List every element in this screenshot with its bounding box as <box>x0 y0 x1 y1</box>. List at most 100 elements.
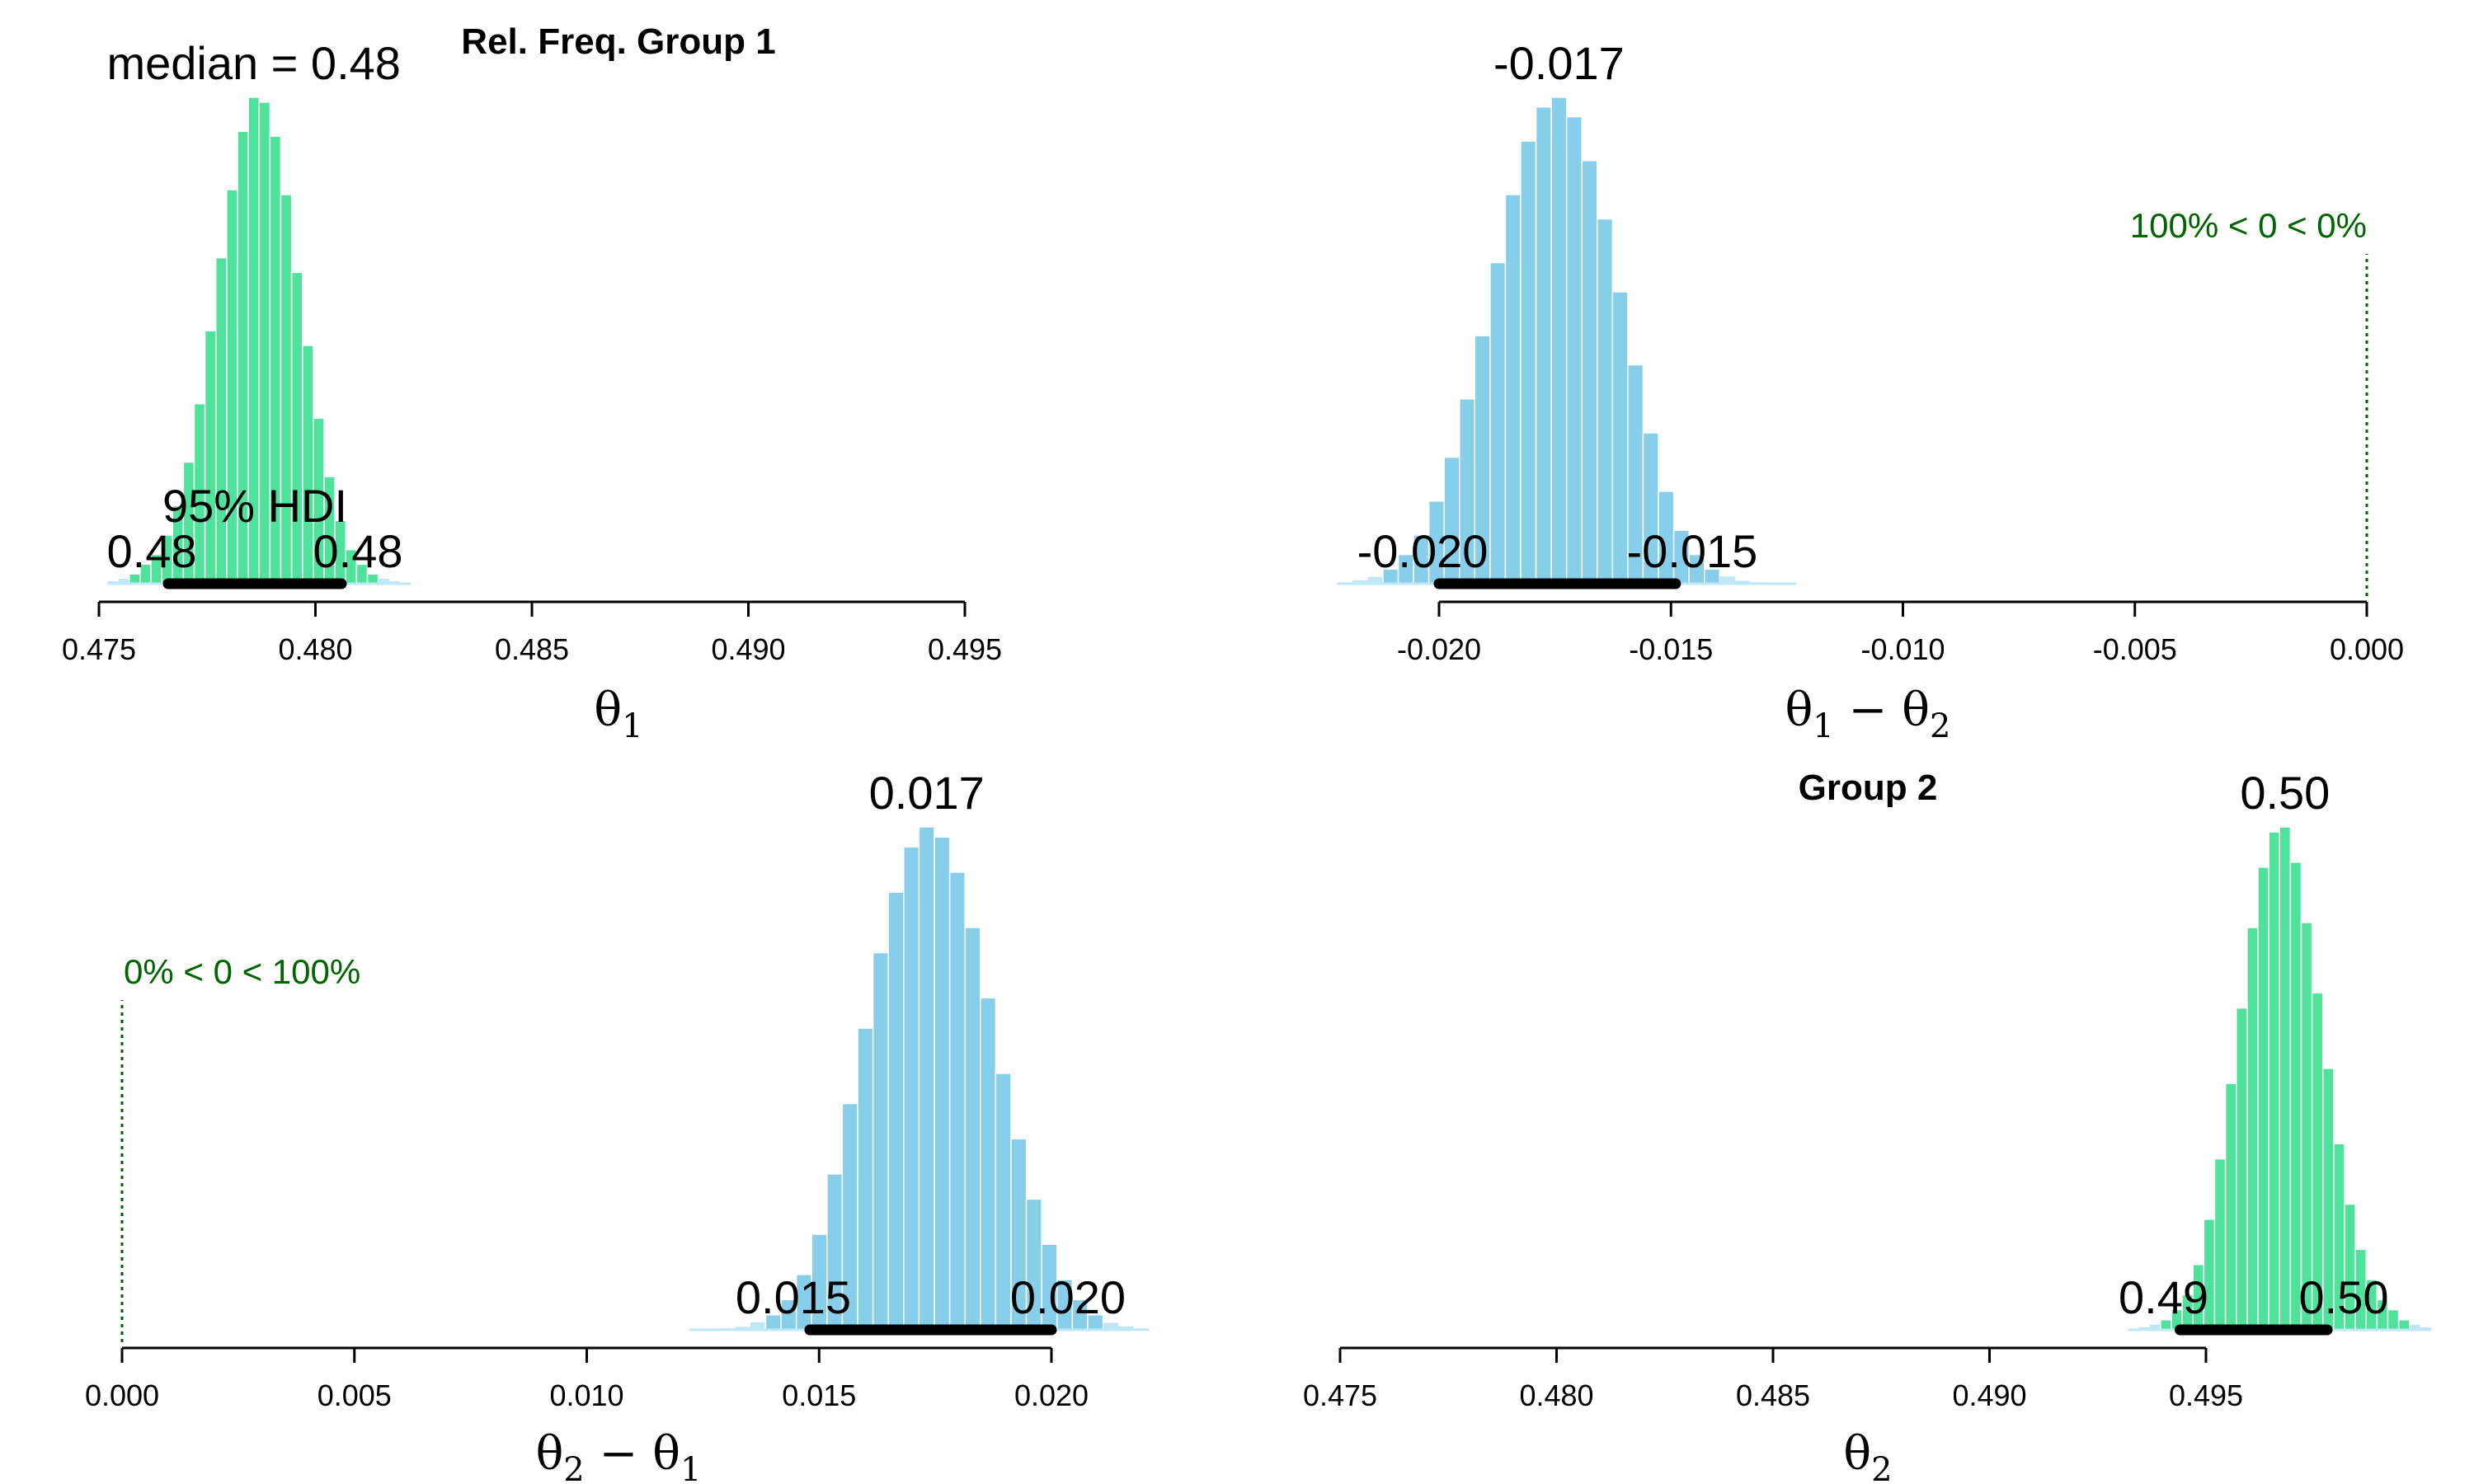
histogram-bar <box>1504 194 1522 585</box>
histogram-bar <box>1597 218 1614 585</box>
hdi-lower-label: 0.015 <box>736 1271 851 1323</box>
median-label: median = 0.48 <box>106 37 400 89</box>
hdi-lower-label: 0.49 <box>2119 1271 2208 1323</box>
histogram-bar <box>2213 1158 2227 1331</box>
panel-p1: Rel. Freq. Group 10.475 0.480 0.485 0.490 0.… <box>62 21 1002 745</box>
x-ticks: 0.000 0.005 0.010 0.015 0.020 <box>85 1348 1089 1412</box>
hdi-lower-label: -0.020 <box>1357 525 1489 577</box>
x-ticks: 0.475 0.480 0.485 0.490 0.495 <box>1303 1348 2243 1412</box>
x-tick-label: 0.485 <box>495 632 569 666</box>
histogram-bar <box>378 579 389 584</box>
hdi-upper-label: 0.48 <box>313 525 403 577</box>
histogram-bar <box>1719 576 1735 584</box>
x-tick-label: 0.015 <box>782 1378 856 1412</box>
histogram-bar <box>1611 291 1629 585</box>
histogram-bar <box>2387 1308 2400 1331</box>
histogram <box>2128 826 2431 1331</box>
histogram-bar <box>1734 580 1751 584</box>
histogram-bar <box>215 256 228 585</box>
x-tick-label: 0.480 <box>278 632 352 666</box>
x-tick-label: 0.495 <box>928 632 1002 666</box>
panel-title: Rel. Freq. Group 1 <box>461 21 775 62</box>
histogram <box>1337 96 1797 585</box>
x-tick-label: 0.480 <box>1519 1378 1593 1412</box>
histogram-bar <box>2279 826 2292 1331</box>
histogram-bar <box>980 997 997 1331</box>
x-tick-label: 0.485 <box>1736 1378 1810 1412</box>
x-tick-label: -0.020 <box>1397 632 1481 666</box>
panel-p2: -0.020 -0.015 -0.010 -0.005 0.000 θ1 − θ2 -0.0… <box>1337 37 2404 745</box>
histogram-bar <box>2268 831 2281 1331</box>
reference-label: 100% < 0 < 0% <box>2130 206 2367 245</box>
histogram-bar <box>872 951 889 1331</box>
x-tick-label: 0.490 <box>711 632 785 666</box>
histogram-bar <box>735 1327 750 1330</box>
histogram-bar <box>887 891 905 1331</box>
x-tick-label: 0.000 <box>2330 632 2404 666</box>
x-tick-label: 0.495 <box>2169 1378 2243 1412</box>
histogram-bar <box>2246 927 2259 1331</box>
x-tick-label: 0.005 <box>317 1378 392 1412</box>
histogram <box>107 96 412 585</box>
histogram-bar <box>948 871 966 1331</box>
histogram-bar <box>995 1073 1012 1331</box>
median-label: 0.50 <box>2240 767 2330 819</box>
histogram-bar <box>903 846 920 1331</box>
histogram-bar <box>2289 861 2302 1331</box>
x-axis-label: θ1 − θ2 <box>1785 683 1951 745</box>
hdi-title: 95% HDI <box>162 480 347 532</box>
x-tick-label: 0.000 <box>85 1378 159 1412</box>
hdi-lower-label: 0.48 <box>107 525 197 577</box>
hdi-upper-label: -0.015 <box>1626 525 1757 577</box>
panels: Rel. Freq. Group 10.475 0.480 0.485 0.490 0.… <box>62 21 2431 1484</box>
histogram-bar <box>857 1027 874 1331</box>
histogram-bar <box>750 1322 766 1330</box>
histogram-bar <box>1535 106 1552 585</box>
x-axis-label: θ2 <box>1843 1427 1892 1484</box>
histogram-bar <box>1103 1322 1119 1330</box>
x-tick-label: -0.015 <box>1629 632 1713 666</box>
panel-title: Group 2 <box>1799 768 1938 808</box>
histogram-bar <box>918 826 935 1331</box>
histogram-bar <box>2420 1327 2431 1330</box>
reference-label: 0% < 0 < 100% <box>124 952 360 991</box>
median-label: -0.017 <box>1493 37 1625 89</box>
histogram-bar <box>934 836 951 1331</box>
x-axis-label: θ2 − θ1 <box>536 1427 702 1484</box>
hdi-upper-label: 0.50 <box>2299 1271 2389 1323</box>
histogram-bar <box>1352 580 1368 584</box>
histogram-bar <box>1118 1326 1134 1330</box>
histogram-bar <box>2236 1007 2248 1331</box>
x-axis-label: θ1 <box>594 683 642 745</box>
histogram-bar <box>118 579 129 584</box>
histogram-bar <box>964 927 981 1331</box>
histogram-bar <box>1367 576 1383 584</box>
x-tick-label: -0.005 <box>2093 632 2177 666</box>
x-tick-label: -0.010 <box>1860 632 1945 666</box>
histogram-bar <box>2224 1082 2237 1331</box>
histogram-bar <box>1520 140 1537 585</box>
histogram-bar <box>2397 1319 2411 1331</box>
x-ticks: 0.475 0.480 0.485 0.490 0.495 <box>62 602 1002 666</box>
x-tick-label: 0.020 <box>1014 1378 1089 1412</box>
x-tick-label: 0.490 <box>1952 1378 2026 1412</box>
x-tick-label: 0.475 <box>1303 1378 1377 1412</box>
histogram-bar <box>2257 866 2269 1331</box>
panel-p4: Group 2 0.475 0.480 0.485 0.490 0.495 θ2 0.49 0.… <box>1303 767 2431 1484</box>
x-tick-label: 0.475 <box>62 632 136 666</box>
histogram-bar <box>1550 96 1568 585</box>
median-label: 0.017 <box>869 767 985 819</box>
x-tick-label: 0.010 <box>549 1378 623 1412</box>
histogram-bar <box>2409 1324 2420 1330</box>
histogram-bar <box>1565 115 1583 585</box>
histogram-bar <box>2138 1327 2150 1330</box>
histogram-bar <box>1581 159 1598 585</box>
histogram-bar <box>290 271 303 585</box>
hdi-upper-label: 0.020 <box>1010 1271 1126 1323</box>
histogram-bar <box>2300 922 2313 1331</box>
histogram-bar <box>2149 1324 2161 1330</box>
histogram-bar <box>302 345 314 585</box>
